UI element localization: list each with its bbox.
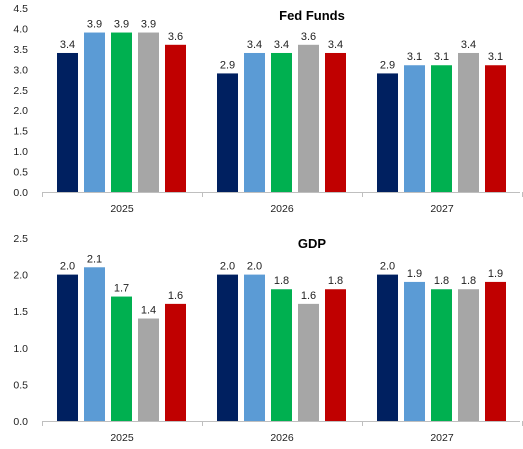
bar bbox=[84, 32, 105, 193]
bar bbox=[217, 274, 238, 421]
bar bbox=[325, 52, 346, 192]
data-label: 1.6 bbox=[168, 290, 183, 302]
data-label: 2.9 bbox=[220, 59, 235, 71]
data-label: 3.6 bbox=[168, 31, 183, 43]
bar bbox=[431, 289, 452, 421]
y-tick-label: 1.0 bbox=[13, 146, 28, 158]
data-label: 3.4 bbox=[274, 39, 289, 51]
bar bbox=[57, 52, 78, 192]
bar bbox=[217, 73, 238, 192]
bar bbox=[404, 281, 425, 421]
bar bbox=[325, 289, 346, 421]
x-tick-label: 2026 bbox=[270, 203, 294, 215]
data-label: 3.4 bbox=[247, 39, 262, 51]
y-tick-label: 4.5 bbox=[13, 3, 28, 15]
y-tick-label: 2.0 bbox=[13, 270, 28, 282]
chart-2: 0.0 0.5 1.0 1.5 2.0 2.5 2.0 2.1 1.7 1.4 1.6 2025 2.0… bbox=[13, 233, 523, 444]
data-label: 3.4 bbox=[328, 39, 343, 51]
data-label: 3.9 bbox=[87, 19, 102, 31]
bar bbox=[485, 65, 506, 192]
bar bbox=[377, 73, 398, 192]
y-tick-label: 3.0 bbox=[13, 64, 28, 76]
data-label: 1.8 bbox=[434, 275, 449, 287]
x-tick-label: 2025 bbox=[110, 203, 134, 215]
bar bbox=[57, 274, 78, 421]
chart-title: GDP bbox=[298, 236, 327, 251]
bar bbox=[138, 318, 159, 421]
data-label: 2.0 bbox=[220, 261, 235, 273]
bar bbox=[244, 52, 265, 192]
data-label: 2.1 bbox=[87, 253, 102, 265]
data-label: 1.7 bbox=[114, 283, 129, 295]
bar bbox=[298, 44, 319, 192]
bar bbox=[165, 303, 186, 421]
data-label: 3.9 bbox=[114, 19, 129, 31]
data-label: 3.1 bbox=[434, 51, 449, 63]
x-tick-label: 2027 bbox=[430, 203, 454, 215]
bar bbox=[458, 52, 479, 192]
bar bbox=[404, 65, 425, 192]
x-tick-label: 2025 bbox=[110, 432, 134, 444]
data-label: 1.9 bbox=[488, 268, 503, 280]
y-tick-label: 4.0 bbox=[13, 23, 28, 35]
bar bbox=[377, 274, 398, 421]
bar bbox=[84, 267, 105, 421]
y-tick-label: 0.5 bbox=[13, 167, 28, 179]
data-label: 1.8 bbox=[461, 275, 476, 287]
data-label: 2.0 bbox=[380, 261, 395, 273]
y-tick-label: 3.5 bbox=[13, 44, 28, 56]
data-label: 1.8 bbox=[328, 275, 343, 287]
data-label: 1.8 bbox=[274, 275, 289, 287]
y-tick-label: 1.0 bbox=[13, 343, 28, 355]
data-label: 2.9 bbox=[380, 59, 395, 71]
y-tick-label: 1.5 bbox=[13, 306, 28, 318]
y-tick-label: 0.0 bbox=[13, 416, 28, 428]
data-label: 3.4 bbox=[60, 39, 75, 51]
data-label: 3.6 bbox=[301, 31, 316, 43]
data-label: 1.6 bbox=[301, 290, 316, 302]
y-tick-label: 0.0 bbox=[13, 187, 28, 199]
bar bbox=[165, 44, 186, 192]
bar bbox=[138, 32, 159, 193]
y-tick-label: 1.5 bbox=[13, 126, 28, 138]
x-tick-label: 2026 bbox=[270, 432, 294, 444]
chart-1: 0.0 0.5 1.0 1.5 2.0 2.5 3.0 3.5 4.0 4.5 3.4 3.9 3.9 3… bbox=[13, 3, 523, 215]
bar bbox=[271, 52, 292, 192]
bar bbox=[111, 32, 132, 193]
bar bbox=[458, 289, 479, 421]
chart-title: Fed Funds bbox=[279, 8, 345, 23]
y-tick-label: 2.5 bbox=[13, 85, 28, 97]
x-tick-label: 2027 bbox=[430, 432, 454, 444]
data-label: 2.0 bbox=[60, 261, 75, 273]
y-tick-label: 2.5 bbox=[13, 233, 28, 245]
bar bbox=[431, 65, 452, 192]
y-tick-label: 0.5 bbox=[13, 379, 28, 391]
data-label: 3.1 bbox=[407, 51, 422, 63]
data-label: 3.9 bbox=[141, 19, 156, 31]
y-tick-label: 2.0 bbox=[13, 105, 28, 117]
bar bbox=[111, 296, 132, 421]
bar bbox=[298, 303, 319, 421]
data-label: 1.9 bbox=[407, 268, 422, 280]
data-label: 2.0 bbox=[247, 261, 262, 273]
data-label: 1.4 bbox=[141, 305, 156, 317]
bar bbox=[485, 281, 506, 421]
bar bbox=[271, 289, 292, 421]
bar bbox=[244, 274, 265, 421]
data-label: 3.1 bbox=[488, 51, 503, 63]
data-label: 3.4 bbox=[461, 39, 476, 51]
